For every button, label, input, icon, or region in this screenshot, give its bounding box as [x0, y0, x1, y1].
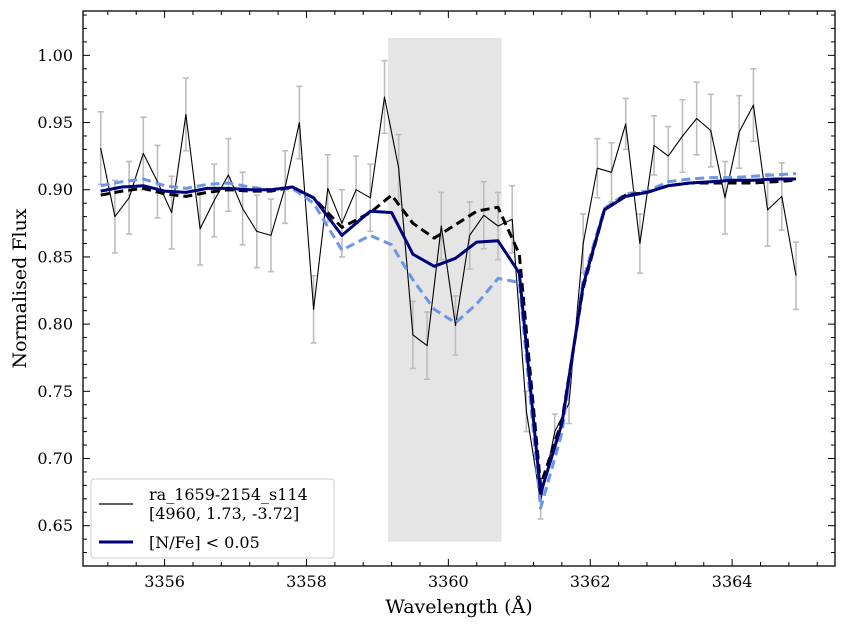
tick-labels: 3356 3358 3360 3362 3364 0.65 0.70 0.75 0.80 0.85… [37, 46, 752, 591]
model-line-lower [100, 172, 797, 510]
observed-line [100, 96, 797, 503]
x-tick-label: 3358 [286, 572, 327, 591]
x-tick-label: 3360 [428, 572, 469, 591]
legend-box [90, 478, 335, 559]
observed-spectrum [100, 96, 797, 503]
y-tick-label: 0.75 [37, 382, 73, 401]
model-lines [100, 172, 797, 510]
y-tick-label: 1.00 [37, 46, 73, 65]
y-axis-label: Normalised Flux [9, 208, 31, 368]
y-tick-label: 0.90 [37, 180, 73, 199]
x-tick-label: 3364 [712, 572, 753, 591]
y-tick-label: 0.70 [37, 449, 73, 468]
legend: ra_1659-2154_s114 [4960, 1.73, -3.72] [N… [90, 478, 335, 559]
model-line-upper [100, 178, 797, 487]
legend-label-observed: ra_1659-2154_s114 [149, 485, 308, 504]
plot-frame [82, 10, 836, 567]
axis-ticks [83, 11, 835, 566]
model-line-nfe [100, 177, 796, 495]
legend-label-params: [4960, 1.73, -3.72] [149, 504, 299, 523]
error-bar [792, 241, 799, 311]
error-bar [97, 110, 104, 186]
y-tick-label: 0.65 [37, 516, 73, 535]
highlight-band-layer [388, 37, 502, 542]
y-tick-label: 0.95 [37, 113, 73, 132]
y-tick-label: 0.85 [37, 247, 73, 266]
legend-label-nfe: [N/Fe] < 0.05 [149, 533, 260, 552]
x-axis-label: Wavelength (Å) [385, 596, 532, 618]
highlight-band [388, 37, 502, 542]
x-tick-label: 3356 [144, 572, 185, 591]
x-tick-label: 3362 [570, 572, 611, 591]
y-tick-label: 0.80 [37, 315, 73, 334]
